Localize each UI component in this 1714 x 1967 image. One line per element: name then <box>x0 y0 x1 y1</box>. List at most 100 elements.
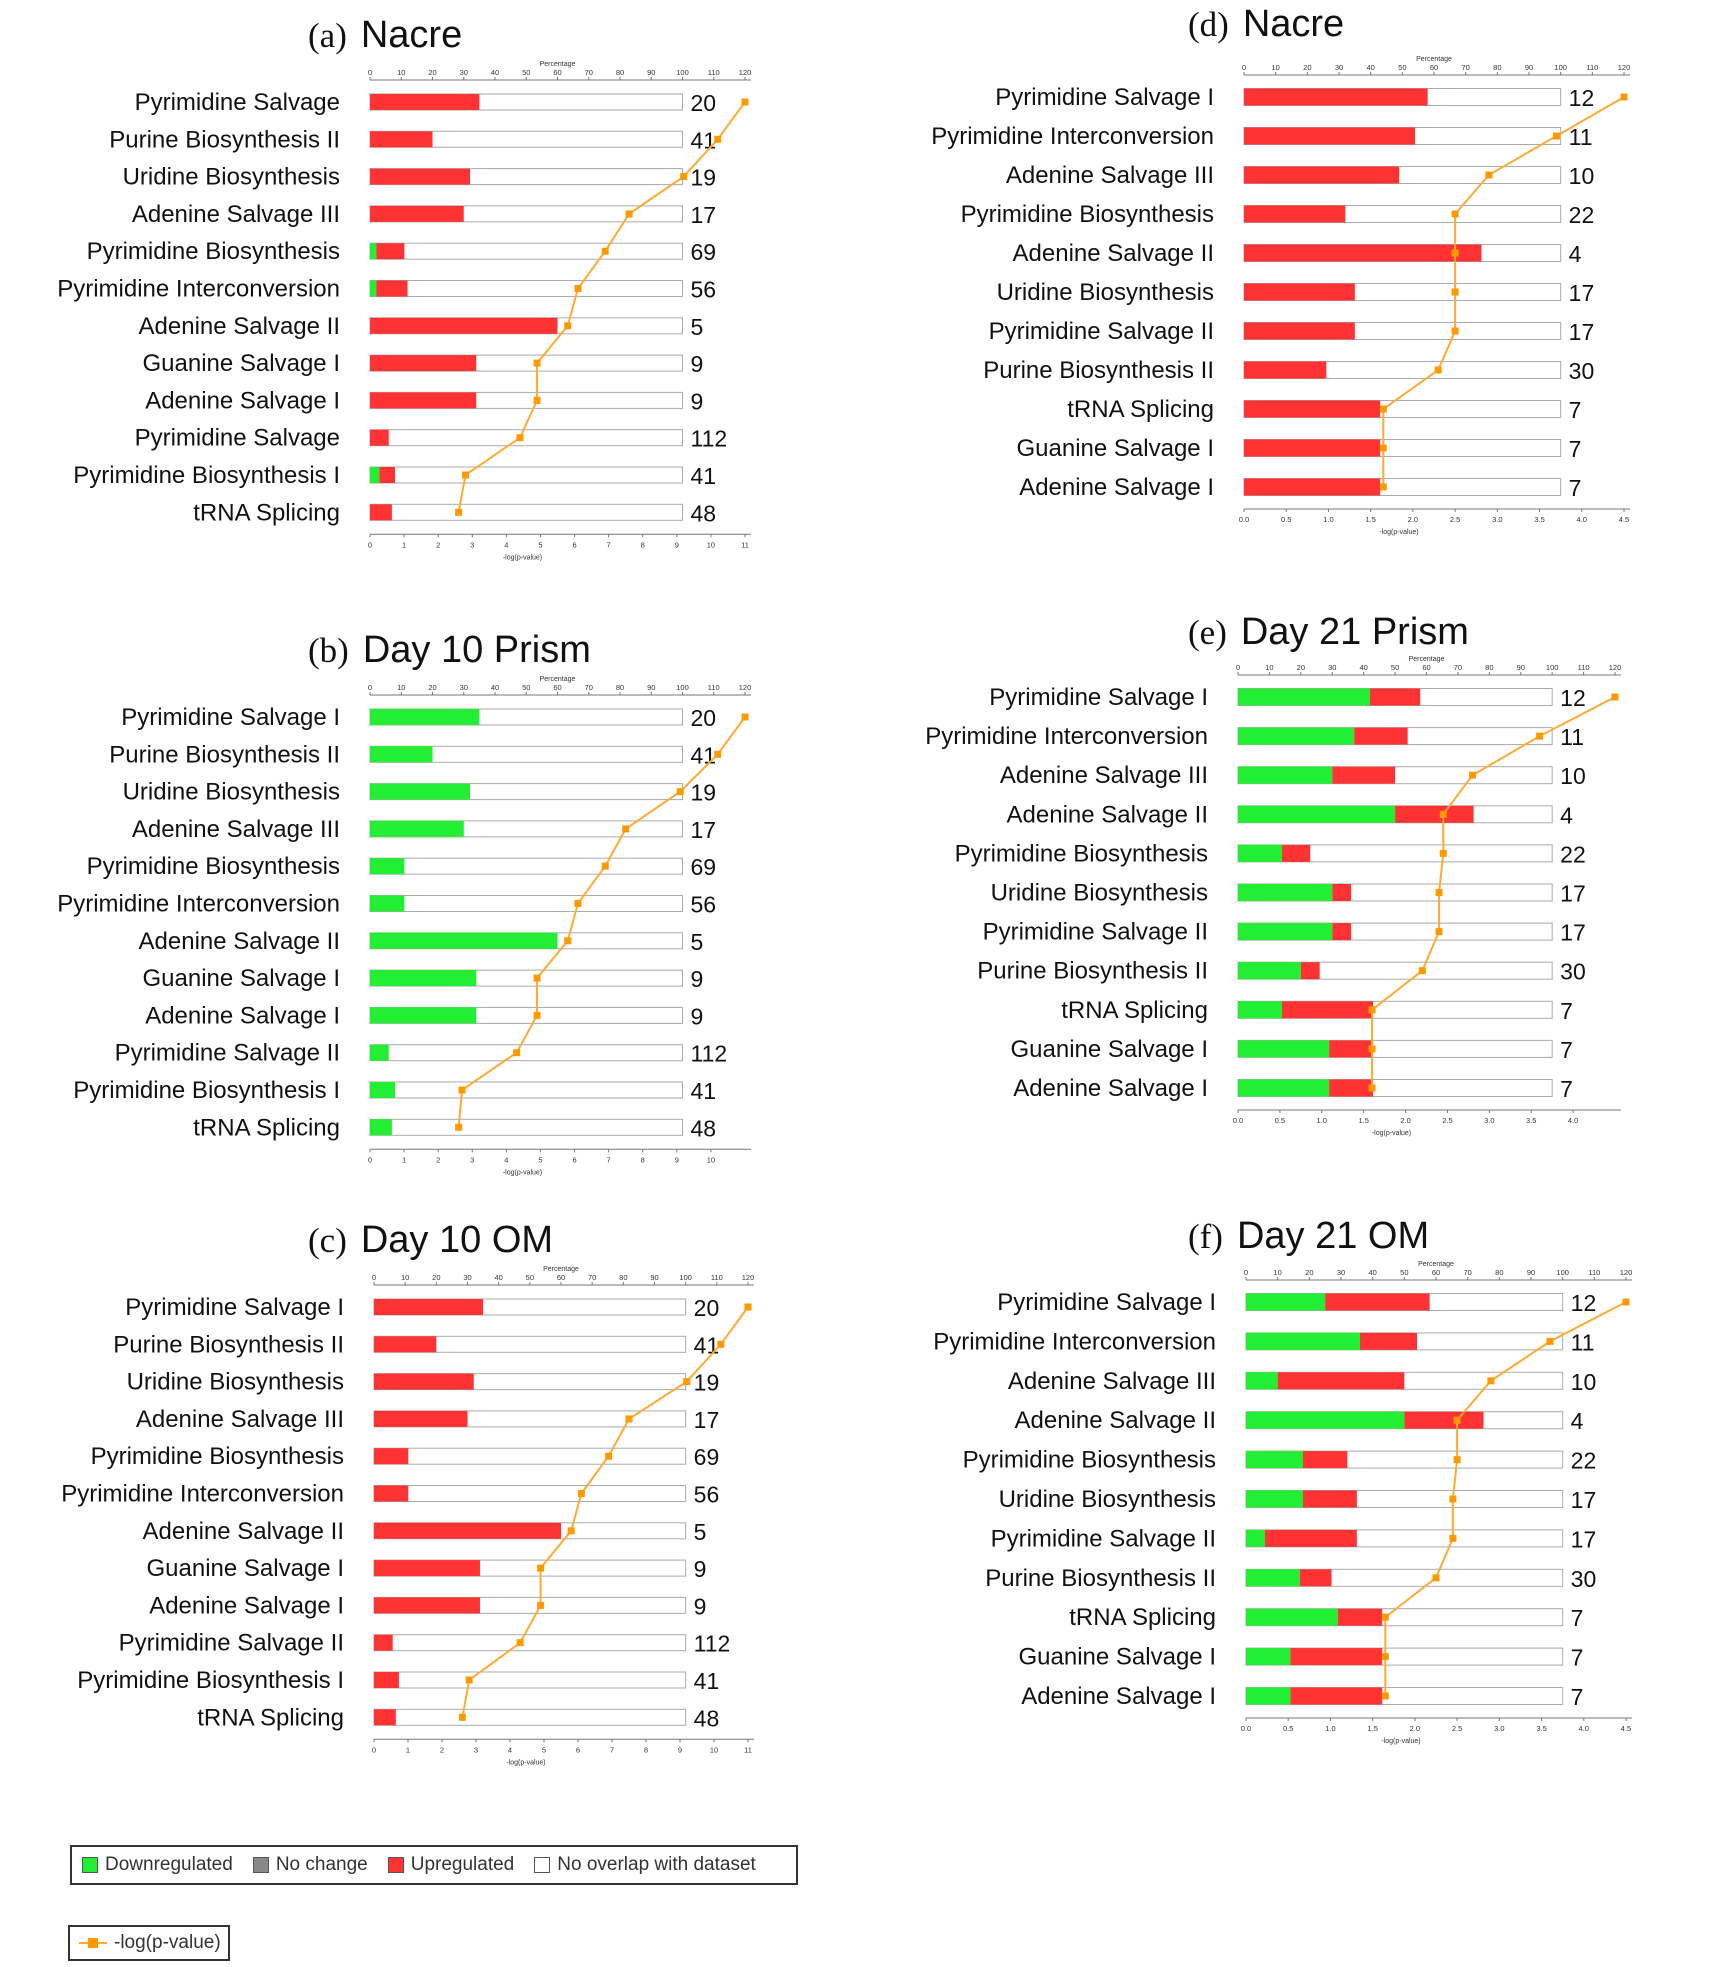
bottom-tick-label: 1 <box>402 1155 406 1164</box>
category-label: Pyrimidine Interconversion <box>57 276 340 303</box>
count-label: 48 <box>694 1705 720 1731</box>
category-label: Guanine Salvage I <box>1017 435 1214 462</box>
bottom-tick-label: 4.5 <box>1619 515 1629 524</box>
category-label: Pyrimidine Biosynthesis I <box>73 1077 340 1104</box>
top-tick-label: 10 <box>1271 63 1279 72</box>
category-label: Pyrimidine Interconversion <box>933 1328 1216 1355</box>
bar-down <box>370 243 377 260</box>
top-tick-label: 40 <box>1368 1268 1376 1277</box>
bottom-tick-label: 4.0 <box>1577 515 1587 524</box>
panel-letter: (f) <box>1188 1217 1223 1256</box>
bottom-tick-label: 10 <box>707 540 715 549</box>
bottom-tick-label: 1.0 <box>1317 1116 1327 1125</box>
bar-background <box>369 280 683 297</box>
bar-background <box>369 857 683 875</box>
pvalue-point <box>564 322 572 330</box>
top-tick-label: 110 <box>711 1273 723 1282</box>
top-tick-label: 40 <box>1366 63 1374 72</box>
bar-up <box>1244 361 1327 379</box>
top-tick-label: 60 <box>557 1273 565 1282</box>
pvalue-point <box>744 1303 752 1311</box>
panel-c: (c) Day 10 OM Percentage 0 10 20 30 40 50 60 70 80… <box>0 1205 850 1805</box>
bottom-tick-label: 2.0 <box>1408 515 1418 524</box>
count-label: 48 <box>691 1115 717 1141</box>
bar-down <box>370 783 470 800</box>
top-tick-label: 90 <box>650 1273 658 1282</box>
top-tick-label: 100 <box>676 683 689 692</box>
category-label: tRNA Splicing <box>1061 997 1208 1024</box>
bottom-tick-label: 3.0 <box>1494 1724 1504 1733</box>
pvalue-point <box>1620 93 1628 101</box>
bottom-tick-label: 1.0 <box>1325 1724 1335 1733</box>
count-label: 22 <box>1569 202 1595 228</box>
count-label: 9 <box>691 351 704 377</box>
category-label: Uridine Biosynthesis <box>997 279 1214 306</box>
pvalue-point <box>625 210 633 218</box>
bottom-tick-label: 2 <box>440 1745 444 1754</box>
panel-title: (c) Day 10 OM <box>308 1221 553 1259</box>
count-label: 19 <box>691 165 717 191</box>
bar-up <box>374 1597 480 1614</box>
pvalue-point <box>533 396 541 404</box>
top-tick-label: 30 <box>1335 63 1343 72</box>
count-label: 7 <box>1569 397 1582 423</box>
panel-title: (d) Nacre <box>1188 5 1344 43</box>
bottom-tick-label: 5 <box>538 1155 542 1164</box>
pvalue-point <box>714 135 722 143</box>
bottom-tick-label: 8 <box>644 1745 648 1754</box>
category-label: Guanine Salvage I <box>1011 1036 1208 1063</box>
panel-title: (f) Day 21 OM <box>1188 1217 1429 1255</box>
top-tick-label: 80 <box>1485 663 1493 672</box>
count-label: 9 <box>691 1003 704 1029</box>
count-label: 7 <box>1569 436 1582 462</box>
pvalue-point <box>516 434 524 442</box>
category-label: Adenine Salvage III <box>1006 162 1214 189</box>
top-axis-label: Percentage <box>1409 656 1445 663</box>
top-tick-label: 90 <box>1525 63 1533 72</box>
category-label: Uridine Biosynthesis <box>999 1486 1216 1513</box>
category-label: Pyrimidine Salvage I <box>125 1294 344 1321</box>
bar-background <box>373 1485 687 1502</box>
bottom-tick-label: 1.5 <box>1367 1724 1377 1733</box>
pvalue-point <box>605 1452 613 1460</box>
panel-letter: (a) <box>308 16 347 55</box>
bar-up <box>374 1709 396 1726</box>
top-tick-label: 50 <box>522 683 530 692</box>
bottom-tick-label: 6 <box>572 540 576 549</box>
bar-background <box>369 1081 683 1099</box>
category-label: Adenine Salvage II <box>1013 240 1214 267</box>
bar-down <box>1246 1687 1291 1705</box>
top-axis-label: Percentage <box>540 61 576 68</box>
count-label: 112 <box>691 1041 728 1067</box>
bottom-tick-label: 2.5 <box>1450 515 1460 524</box>
bottom-tick-label: 9 <box>675 1155 679 1164</box>
category-label: Purine Biosynthesis II <box>983 357 1214 384</box>
bar-up <box>370 205 464 222</box>
bar-down <box>1238 727 1355 745</box>
legend-label-down: Downregulated <box>105 1854 233 1875</box>
bar-up <box>1244 478 1381 496</box>
bar-up <box>1277 1372 1405 1390</box>
bar-down <box>370 709 480 725</box>
count-label: 10 <box>1569 163 1595 189</box>
bar-up <box>370 504 392 521</box>
bottom-tick-label: 4.5 <box>1621 1724 1631 1733</box>
bar-down <box>1238 962 1301 980</box>
top-tick-label: 70 <box>588 1273 596 1282</box>
pvalue-point <box>1379 483 1387 491</box>
category-label: Pyrimidine Salvage I <box>995 84 1214 111</box>
category-label: tRNA Splicing <box>193 1114 340 1141</box>
pvalue-point <box>1485 171 1493 179</box>
count-label: 22 <box>1571 1448 1597 1474</box>
pvalue-point <box>1381 1653 1389 1661</box>
category-label: Adenine Salvage III <box>136 1406 344 1433</box>
bar-down <box>1246 1648 1291 1666</box>
category-label: Pyrimidine Salvage I <box>989 684 1208 711</box>
pvalue-point <box>1552 132 1560 140</box>
bar-down <box>370 1007 477 1024</box>
category-label: tRNA Splicing <box>193 499 340 526</box>
top-tick-label: 70 <box>585 68 593 77</box>
bottom-tick-label: 9 <box>675 540 679 549</box>
top-tick-label: 40 <box>494 1273 502 1282</box>
bar-up <box>1332 766 1396 784</box>
